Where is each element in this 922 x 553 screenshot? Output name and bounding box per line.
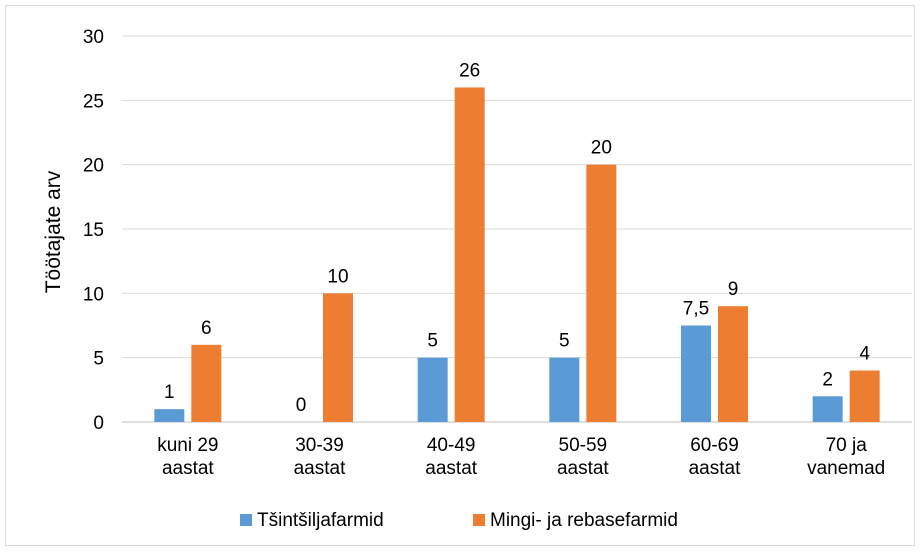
data-label: 1 bbox=[164, 382, 175, 403]
bars bbox=[154, 87, 880, 422]
legend-label-mingi-rebasefarmid: Mingi- ja rebasefarmid bbox=[490, 510, 678, 531]
bar-mingi-rebasefarmid bbox=[191, 344, 222, 422]
bar-mingi-rebasefarmid bbox=[454, 87, 485, 422]
data-label: 10 bbox=[327, 266, 348, 287]
y-tick-label: 30 bbox=[83, 27, 104, 48]
y-tick-label: 0 bbox=[93, 413, 104, 434]
x-tick-label: 70 ja bbox=[826, 435, 868, 456]
x-tick-label: 30-39 bbox=[295, 435, 344, 456]
y-tick-label: 10 bbox=[83, 284, 104, 305]
x-tick-label: vanemad bbox=[807, 458, 885, 479]
data-label: 6 bbox=[201, 318, 212, 339]
bar-tsintsiljafarmid bbox=[812, 396, 843, 422]
data-label: 4 bbox=[859, 344, 870, 365]
legend: Tšintšiljafarmid Mingi- ja rebasefarmid bbox=[240, 510, 678, 531]
bar-mingi-rebasefarmid bbox=[586, 164, 617, 422]
data-label: 0 bbox=[296, 395, 307, 416]
gridlines bbox=[122, 35, 912, 423]
bar-mingi-rebasefarmid bbox=[849, 370, 880, 422]
y-tick-label: 15 bbox=[83, 220, 104, 241]
bar-tsintsiljafarmid bbox=[549, 357, 580, 422]
x-tick-label: aastat bbox=[689, 458, 741, 479]
y-tick-label: 5 bbox=[93, 349, 104, 370]
x-tick-label: aastat bbox=[162, 458, 214, 479]
x-tick-label: aastat bbox=[425, 458, 477, 479]
y-tick-label: 20 bbox=[83, 156, 104, 177]
x-tick-label: 60-69 bbox=[690, 435, 739, 456]
legend-label-tsintsiljafarmid: Tšintšiljafarmid bbox=[257, 510, 384, 531]
data-label: 5 bbox=[559, 331, 570, 352]
bar-mingi-rebasefarmid bbox=[323, 293, 353, 422]
data-label: 26 bbox=[459, 60, 480, 81]
y-axis-title: Töötajate arv bbox=[42, 170, 65, 293]
x-tick-label: 40-49 bbox=[427, 435, 476, 456]
data-label: 20 bbox=[591, 138, 612, 159]
legend-swatch-tsintsiljafarmid bbox=[240, 514, 252, 526]
x-axis-labels: kuni 29aastat30-39aastat40-49aastat50-59… bbox=[157, 435, 885, 479]
data-labels: 1 6 0 10 5 26 5 20 7,5 9 2 4 bbox=[164, 60, 870, 416]
y-axis-ticks: 0 5 10 15 20 25 30 bbox=[83, 27, 104, 434]
y-tick-label: 25 bbox=[83, 91, 104, 112]
data-label: 5 bbox=[427, 331, 438, 352]
data-label: 7,5 bbox=[683, 299, 709, 320]
bar-mingi-rebasefarmid bbox=[718, 306, 748, 422]
x-tick-label: aastat bbox=[294, 458, 346, 479]
data-label: 2 bbox=[822, 369, 833, 390]
x-tick-label: 50-59 bbox=[559, 435, 608, 456]
x-tick-label: aastat bbox=[557, 458, 609, 479]
data-label: 9 bbox=[728, 279, 739, 300]
bar-tsintsiljafarmid bbox=[681, 325, 711, 422]
legend-swatch-mingi-rebasefarmid bbox=[473, 514, 485, 526]
bar-tsintsiljafarmid bbox=[417, 357, 448, 422]
bar-tsintsiljafarmid bbox=[154, 409, 185, 422]
x-tick-label: kuni 29 bbox=[157, 435, 218, 456]
